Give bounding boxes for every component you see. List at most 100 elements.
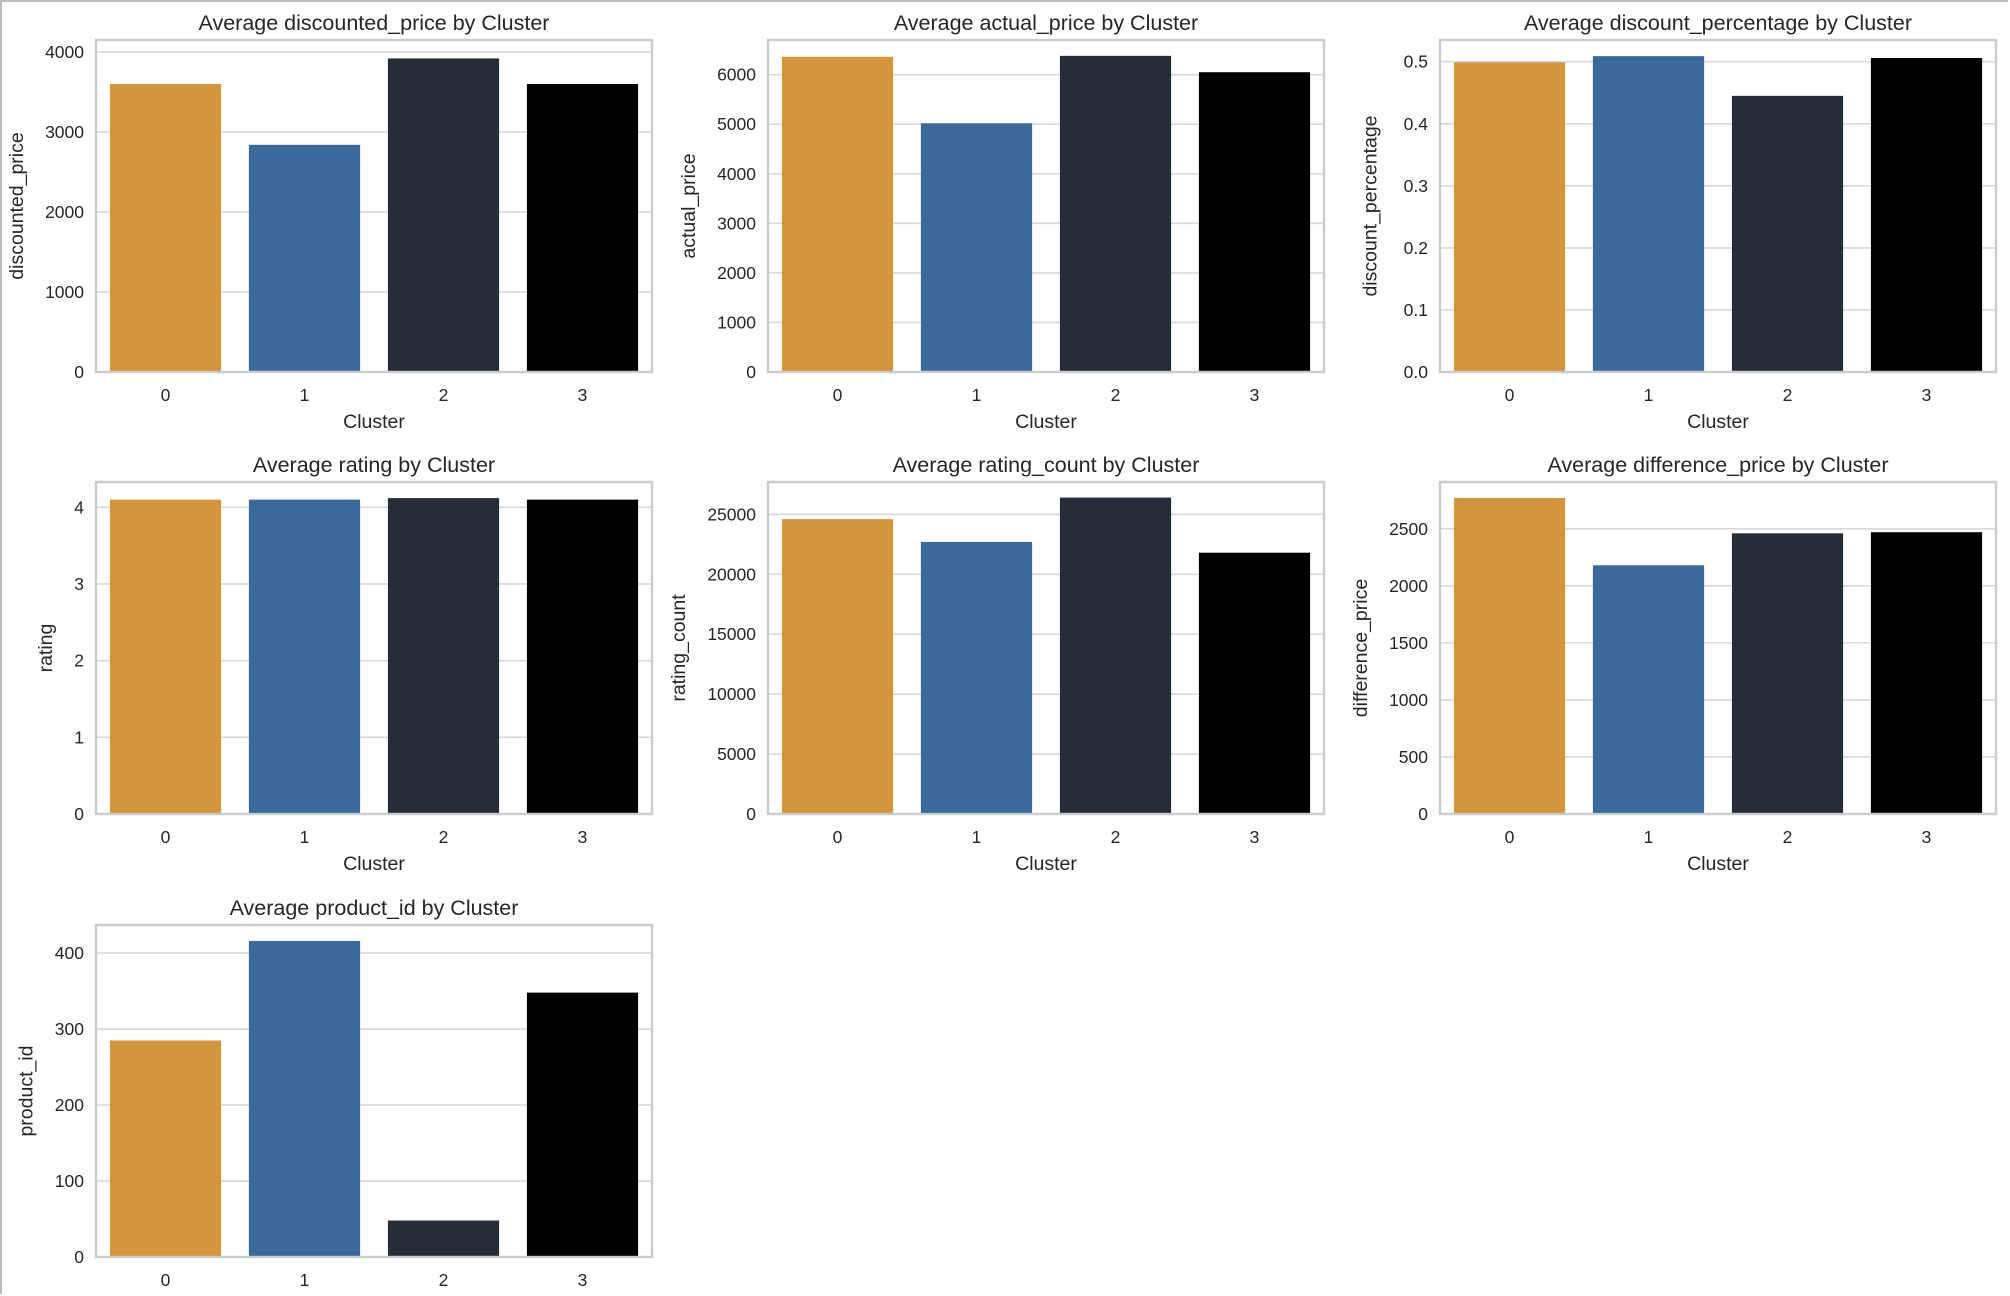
y-tick-label: 6000 [717,65,756,85]
y-tick-label: 1000 [45,282,84,302]
y-tick-label: 25000 [707,504,756,524]
x-tick-label: 3 [1922,385,1932,405]
y-tick-label: 0 [74,362,84,382]
plot-border [94,38,654,374]
x-tick-label: 2 [439,1270,449,1290]
chart-title: Average rating_count by Cluster [893,453,1200,477]
y-tick-label: 100 [55,1171,84,1191]
bar-cluster-3 [1198,72,1311,372]
plot-border [1438,480,1998,816]
bar-cluster-2 [1731,95,1844,372]
chart-title: Average discounted_price by Cluster [199,11,550,35]
y-tick-label: 0 [1418,804,1428,824]
y-tick-label: 2500 [1389,519,1428,539]
x-tick-label: 3 [1250,827,1260,847]
bar-cluster-0 [109,84,222,372]
bar-cluster-3 [1870,57,1983,372]
y-tick-label: 4 [74,497,84,517]
bar-cluster-2 [387,498,500,814]
x-axis-label: Cluster [1015,853,1077,875]
y-tick-label: 15000 [707,624,756,644]
bar-cluster-1 [248,144,361,372]
bar-cluster-2 [1731,533,1844,814]
y-tick-label: 0 [746,804,756,824]
x-tick-label: 2 [1111,827,1121,847]
y-tick-label: 3000 [717,213,756,233]
x-tick-label: 1 [300,827,310,847]
y-axis-label: discounted_price [6,132,28,279]
bar-cluster-2 [387,58,500,373]
x-tick-label: 3 [578,385,588,405]
y-tick-label: 0 [746,362,756,382]
x-tick-label: 2 [1111,385,1121,405]
y-axis-label: rating_count [668,594,690,702]
y-axis-label: discount_percentage [1360,115,1382,296]
bar-cluster-2 [1059,497,1172,814]
chart-title: Average discount_percentage by Cluster [1524,11,1912,35]
x-tick-label: 0 [1505,827,1515,847]
x-tick-label: 1 [300,1270,310,1290]
y-tick-label: 1 [74,727,84,747]
y-tick-label: 10000 [707,684,756,704]
subplot-2: 0.0 0.1 0.2 0.3 0.4 0.5 0 1 2 3 Average discount_p… [1360,11,1998,433]
y-axis-label: difference_price [1350,579,1372,717]
x-tick-label: 0 [161,827,171,847]
y-tick-label: 2000 [45,202,84,222]
bar-cluster-3 [526,992,639,1257]
x-tick-label: 2 [1783,385,1793,405]
bar-cluster-1 [920,541,1033,814]
bar-cluster-0 [781,56,894,373]
y-tick-label: 1500 [1389,633,1428,653]
y-tick-label: 0.0 [1404,362,1429,382]
y-tick-label: 0.4 [1404,114,1429,134]
bar-cluster-1 [248,940,361,1257]
x-tick-label: 1 [1644,385,1654,405]
bar-cluster-3 [1198,552,1311,814]
x-tick-label: 3 [1250,385,1260,405]
plot-border [766,480,1326,816]
plot-border [766,38,1326,374]
subplot-6: 0 100 200 300 400 0 1 2 3 Average product_id by C… [16,896,654,1290]
subplot-5: 0 500 1000 1500 2000 2500 0 1 2 3 Average differen… [1350,453,1998,875]
bar-cluster-0 [1453,62,1566,373]
y-tick-label: 0.3 [1404,176,1428,196]
plot-border [1438,38,1998,374]
bar-cluster-0 [109,1040,222,1257]
bar-cluster-3 [1870,532,1983,814]
plot-border [94,923,654,1259]
y-tick-label: 0 [74,804,84,824]
y-tick-label: 2000 [1389,576,1428,596]
y-tick-label: 4000 [717,164,756,184]
x-tick-label: 2 [439,385,449,405]
bar-cluster-0 [1453,497,1566,814]
x-tick-label: 1 [300,385,310,405]
subplot-4: 0 5000 10000 15000 20000 25000 0 1 2 3 Average rat… [668,453,1326,875]
y-tick-label: 2000 [717,263,756,283]
bar-cluster-2 [1059,55,1172,372]
x-axis-label: Cluster [1015,411,1077,433]
x-tick-label: 3 [578,827,588,847]
x-tick-label: 1 [972,827,982,847]
subplot-0: 0 1000 2000 3000 4000 0 1 2 3 Average discounted_… [6,11,654,433]
x-tick-label: 0 [161,1270,171,1290]
y-tick-label: 0 [74,1247,84,1267]
y-tick-label: 20000 [707,564,756,584]
y-axis-label: product_id [16,1045,38,1136]
x-tick-label: 2 [439,827,449,847]
chart-title: Average difference_price by Cluster [1547,453,1888,477]
y-tick-label: 2 [74,651,84,671]
y-tick-label: 1000 [717,312,756,332]
y-tick-label: 3 [74,574,84,594]
x-tick-label: 1 [972,385,982,405]
x-tick-label: 0 [833,827,843,847]
bar-cluster-1 [248,499,361,814]
y-tick-label: 5000 [717,114,756,134]
y-tick-label: 300 [55,1019,84,1039]
y-tick-label: 0.5 [1404,52,1428,72]
y-tick-label: 400 [55,943,84,963]
bar-cluster-0 [781,519,894,814]
x-tick-label: 0 [833,385,843,405]
y-axis-label: rating [35,624,57,673]
x-tick-label: 3 [578,1270,588,1290]
x-tick-label: 3 [1922,827,1932,847]
